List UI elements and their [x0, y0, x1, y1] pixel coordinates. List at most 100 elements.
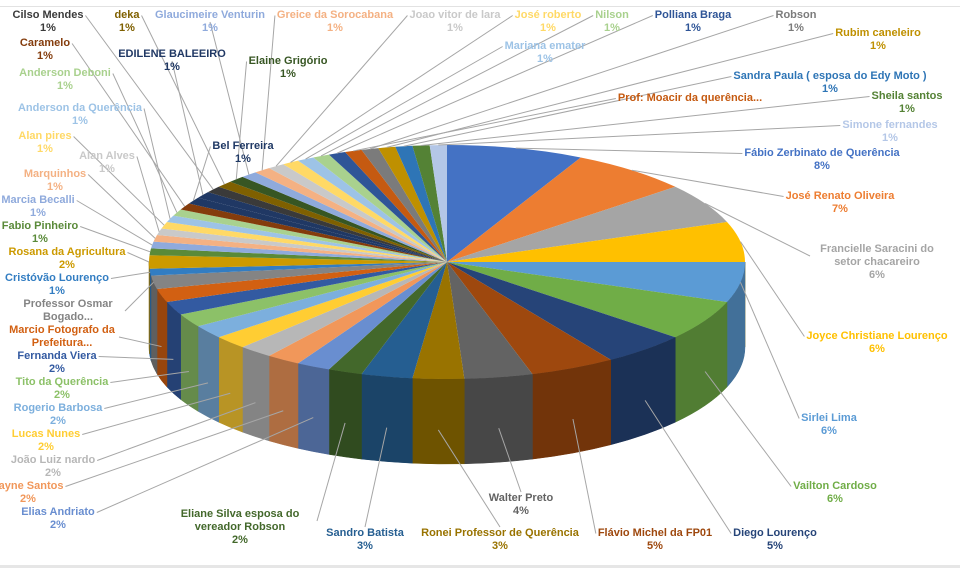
chart-frame-top-border — [0, 6, 960, 7]
leader-line — [290, 15, 513, 163]
pie-side-walls — [148, 261, 746, 465]
data-label-name: Anderson Deboni — [19, 67, 111, 79]
leader-line — [261, 15, 276, 171]
leader-line — [498, 428, 522, 493]
data-label-name: EDILENE BALEEIRO — [118, 48, 226, 60]
data-label-name: Jayne Santos — [0, 480, 64, 492]
data-label-percent: 5% — [767, 540, 783, 552]
data-label: Marquinhos 1% — [24, 168, 86, 194]
data-label: Alan pires 1% — [18, 130, 71, 156]
leader-line — [403, 76, 732, 147]
data-label-percent: 2% — [50, 519, 66, 531]
pie-slice-side — [150, 275, 158, 375]
data-label: Cristóvão Lourenço 1% — [5, 272, 109, 298]
data-label-name: Bel Ferreira — [212, 140, 274, 152]
data-label-name: Vailton Cardoso — [793, 480, 877, 492]
data-label: Sheila santos 1% — [872, 90, 943, 116]
leader-line — [65, 410, 284, 487]
pie-slice — [161, 221, 448, 262]
pie-slice-side — [197, 325, 219, 423]
leader-lines — [65, 15, 870, 534]
data-label: Glaucimeire Venturin 1% — [155, 9, 265, 35]
pie-slice — [166, 215, 447, 262]
pie-slice — [230, 176, 447, 262]
data-label: Diego Lourenço 5% — [733, 527, 817, 553]
pie-slice — [166, 262, 447, 315]
data-label-percent: 1% — [327, 22, 343, 34]
data-label: Marcio Fotografo da Prefeitura... — [7, 324, 117, 350]
leader-line — [110, 371, 189, 383]
data-label: Rogerio Barbosa 2% — [14, 402, 103, 428]
pie-slice — [207, 186, 447, 262]
data-label-percent: 2% — [50, 415, 66, 427]
data-label: Prof: Moacir da querência... — [618, 92, 762, 105]
leader-line — [136, 156, 160, 232]
leader-line — [275, 15, 408, 167]
pie-slice — [218, 262, 447, 348]
leader-line — [118, 336, 162, 348]
data-label-name: Anderson da Querência — [17, 102, 143, 114]
data-label-percent: 2% — [49, 363, 65, 375]
data-label: Sandra Paula ( esposa do Edy Moto ) 1% — [733, 70, 926, 96]
data-label-name: Flávio Michel da FP01 — [597, 527, 713, 539]
data-label: Ronei Professor de Querência 3% — [421, 527, 579, 553]
pie-slice — [151, 262, 448, 289]
pie-slice-side — [242, 346, 270, 442]
leader-line — [141, 15, 225, 185]
pie-slice — [149, 262, 448, 276]
leader-line — [515, 147, 743, 154]
pie-slice-side — [361, 373, 413, 464]
data-label-name: Sirlei Lima — [801, 412, 857, 424]
data-label-percent: 1% — [32, 233, 48, 245]
data-label-percent: 1% — [37, 50, 53, 62]
data-label-name: Joao vitor de lara — [409, 9, 501, 21]
data-label-percent: 1% — [37, 143, 53, 155]
pie-slice — [153, 235, 447, 262]
pie-slice — [188, 197, 447, 262]
pie-slice — [242, 172, 447, 262]
leader-line — [112, 73, 178, 213]
pie-slice-side — [532, 359, 612, 460]
pie-slice — [412, 145, 447, 262]
pie-slice — [198, 192, 447, 262]
leader-line — [631, 169, 784, 197]
data-label: Cilso Mendes 1% — [13, 9, 84, 35]
leader-line — [740, 241, 805, 337]
leader-line — [80, 226, 151, 253]
leader-line — [437, 429, 501, 528]
pie-slice-side — [412, 377, 465, 465]
data-label-name: João Luiz nardo — [10, 454, 96, 466]
data-label-percent: 1% — [899, 103, 915, 115]
data-label-percent: 1% — [47, 181, 63, 193]
pie-slice — [151, 241, 448, 262]
data-label-percent: 1% — [72, 115, 88, 127]
data-label-name: Rosana da Agricultura — [8, 246, 126, 258]
data-label-percent: 2% — [54, 389, 70, 401]
data-label: Eliane Silva esposa do vereador Robson 2% — [165, 508, 315, 547]
data-label-percent: 2% — [20, 493, 36, 505]
data-label-percent: 1% — [882, 132, 898, 144]
data-label-name: Marcio Fotografo da Prefeitura... — [9, 324, 115, 349]
leader-line — [143, 108, 171, 219]
leader-line — [353, 98, 616, 152]
data-label: EDILENE BALEEIRO 1% — [118, 48, 226, 74]
data-label: Fabio Pinheiro 1% — [2, 220, 78, 246]
data-label: Rosana da Agricultura 2% — [9, 246, 126, 272]
data-label: Marcia Becalli 1% — [1, 194, 74, 220]
pie-slice — [283, 160, 447, 262]
data-label: Greice da Sorocabana 1% — [277, 9, 393, 35]
leader-line — [209, 21, 250, 175]
data-label-percent: 6% — [821, 425, 837, 437]
leader-line — [704, 371, 792, 487]
data-label-percent: 1% — [540, 22, 556, 34]
pie-slice — [149, 255, 447, 269]
pie-slice — [269, 164, 447, 262]
data-label-percent: 3% — [357, 540, 373, 552]
data-label-name: Nilson — [595, 9, 629, 21]
pie-slice — [149, 248, 448, 262]
data-label-percent: 1% — [685, 22, 701, 34]
data-label-name: José roberto — [514, 9, 582, 21]
data-label: Elias Andriato 2% — [21, 506, 95, 532]
data-label: deka 1% — [114, 9, 139, 35]
